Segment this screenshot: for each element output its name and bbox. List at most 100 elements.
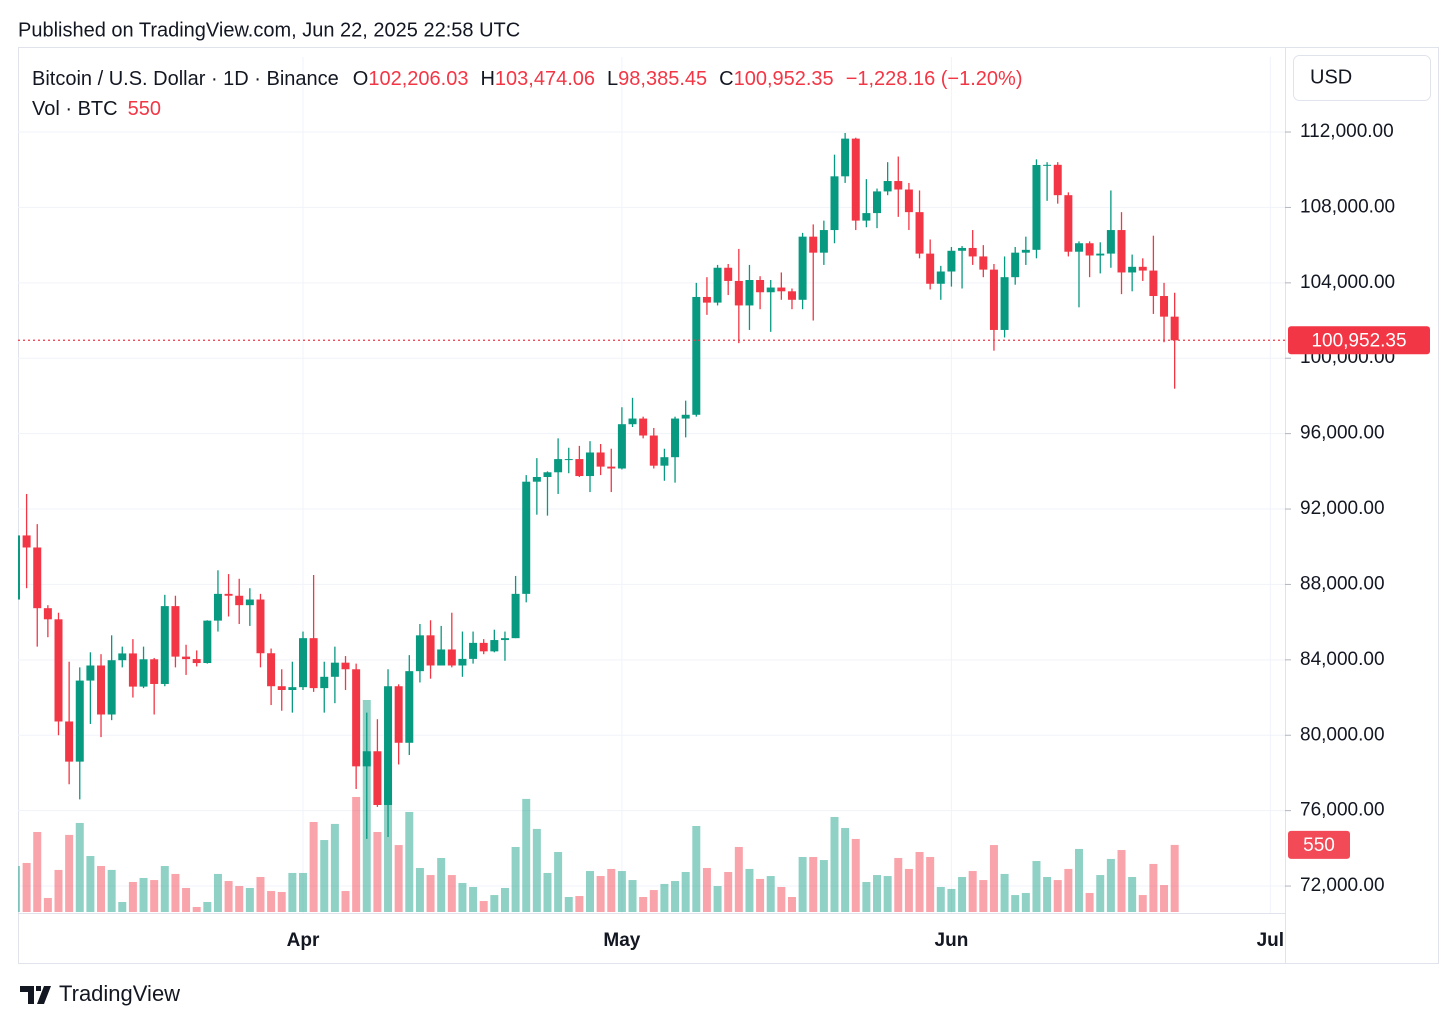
volume-bar	[841, 827, 850, 912]
candle-body	[958, 247, 967, 251]
candle-body	[86, 665, 95, 681]
volume-bar	[118, 901, 127, 912]
brand-logo	[20, 986, 51, 1004]
currency-button[interactable]	[1293, 55, 1431, 101]
candle-body	[394, 686, 403, 743]
symbol: Bitcoin / U.S. Dollar · 1D · Binance	[32, 68, 339, 90]
volume-bar	[1053, 880, 1062, 912]
volume-bar	[43, 897, 52, 912]
candle-body	[671, 418, 680, 458]
published-note: Published on TradingView.com, Jun 22, 20…	[18, 19, 520, 41]
volume-bar	[341, 891, 350, 912]
candle-body	[787, 291, 796, 300]
candle-body	[213, 593, 222, 621]
y-tick-label: 88,000.00	[1300, 573, 1385, 594]
volume-bar	[22, 862, 31, 912]
volume-bar	[511, 846, 520, 912]
volume-bar	[979, 880, 988, 912]
candle-body	[1021, 249, 1030, 253]
volume-bar	[150, 880, 159, 912]
volume-bar	[958, 876, 967, 912]
volume-bar	[171, 873, 180, 912]
candle-body	[660, 457, 669, 466]
y-tick-label: 96,000.00	[1300, 423, 1385, 444]
volume-bar	[500, 887, 509, 912]
candle-body	[862, 213, 871, 221]
volume-bar	[787, 896, 796, 912]
candle-body	[469, 642, 478, 659]
candle-body	[894, 181, 903, 190]
candle-body	[490, 640, 499, 652]
candle-body	[628, 418, 637, 425]
candle-body	[1085, 243, 1094, 256]
candle-body	[224, 593, 233, 596]
volume-bar	[1106, 858, 1115, 912]
volume-bar	[586, 871, 595, 912]
candle-body	[352, 669, 361, 767]
volume-bar	[809, 856, 818, 912]
volume-bar	[1064, 868, 1073, 912]
volume-bar	[1149, 863, 1158, 912]
volume-bar	[97, 866, 106, 912]
candle-body	[330, 662, 339, 677]
candle-body	[54, 619, 63, 722]
volume-bar	[224, 881, 233, 912]
candle-body	[192, 659, 201, 664]
volume-bar	[1011, 895, 1020, 912]
candle-body	[1138, 266, 1147, 271]
volume-bar	[267, 891, 276, 912]
candle-body	[713, 267, 722, 303]
volume-bar	[522, 798, 531, 912]
volume-bar	[628, 880, 637, 912]
volume-bar	[873, 875, 882, 912]
candle-body	[118, 653, 127, 661]
volume-bar	[1096, 875, 1105, 912]
volume-value: 550	[128, 98, 161, 120]
volume-bar	[575, 896, 584, 912]
brand: TradingView	[59, 981, 180, 1006]
volume-bar	[756, 878, 765, 912]
volume-bar	[490, 895, 499, 912]
volume-bar	[692, 826, 701, 912]
volume-bar	[320, 840, 329, 912]
candle-body	[309, 638, 318, 689]
candle-body	[277, 686, 286, 690]
currency[interactable]: USD	[1310, 66, 1352, 88]
volume-bar	[819, 860, 828, 912]
candle-body	[798, 236, 807, 300]
volume-bar	[745, 868, 754, 912]
volume-label: Vol · BTC	[32, 98, 118, 120]
candle-body	[458, 658, 467, 666]
candle-body	[415, 635, 424, 672]
candle-body	[107, 660, 116, 715]
volume-bar	[203, 901, 212, 912]
volume-bar	[862, 881, 871, 912]
candle-body	[1117, 230, 1126, 273]
candle-body	[564, 459, 573, 461]
volume-bar	[554, 851, 563, 912]
candle-body	[171, 606, 180, 657]
candle-body	[22, 535, 31, 548]
volume-bar	[373, 831, 382, 912]
volume-bar	[330, 823, 339, 912]
candle-body	[256, 599, 265, 654]
candle-body	[756, 280, 765, 293]
volume-bar	[883, 876, 892, 912]
candle-body	[18, 535, 20, 600]
candle-body	[851, 138, 860, 221]
volume-bar	[160, 866, 169, 912]
volume-bar	[968, 871, 977, 912]
volume-bar	[437, 857, 446, 912]
candle-body	[915, 212, 924, 254]
candle-body	[968, 247, 977, 257]
candle-body	[320, 676, 329, 689]
volume-legend: Vol · BTC 550	[32, 98, 161, 120]
open-value: 102,206.03	[368, 68, 468, 90]
volume-bar	[904, 868, 913, 912]
volume-bar	[681, 871, 690, 912]
volume-bar	[713, 886, 722, 912]
candle-body	[947, 250, 956, 272]
volume-bar	[1160, 885, 1169, 912]
last-price-label: 100,952.35	[1311, 330, 1406, 351]
